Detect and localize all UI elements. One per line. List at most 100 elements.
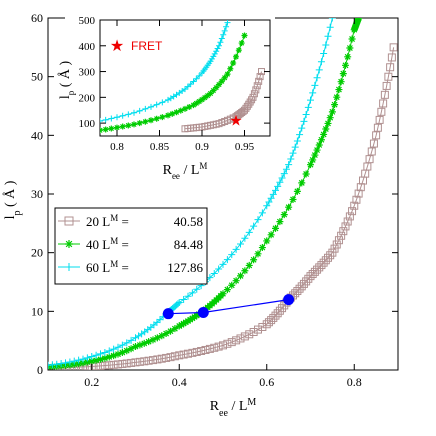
- main-point-0-320: [328, 248, 337, 257]
- fret-legend: ★ FRET: [110, 38, 163, 55]
- inset-point-1-52: [213, 84, 220, 91]
- main-point-1-316: [326, 114, 334, 122]
- main-point-2-216: [237, 240, 244, 248]
- main-point-1-228: [250, 256, 258, 264]
- main-point-2-316: [304, 103, 312, 111]
- inset-point-2-6: [114, 114, 120, 121]
- main-point-0-392: [367, 147, 376, 156]
- main-point-2-280: [285, 161, 293, 169]
- main-point-2-276: [282, 165, 290, 173]
- main-point-1-204: [223, 286, 231, 294]
- main-point-0-184: [245, 330, 254, 339]
- inset-point-1-58: [221, 74, 228, 81]
- main-point-1-352: [346, 44, 354, 52]
- main-point-2-36: [83, 354, 91, 362]
- main-point-0-344: [341, 222, 350, 231]
- main-point-2-52: [101, 348, 109, 356]
- inset-point-1-26: [169, 110, 176, 117]
- main-point-2-260: [274, 182, 282, 190]
- inset-point-1-42: [199, 96, 205, 103]
- main-point-1-80: [132, 343, 139, 351]
- inset-point-1-40: [196, 98, 203, 105]
- inset-point-2-12: [131, 109, 137, 116]
- legend-marker-60: [65, 263, 73, 271]
- inset-y-tick-label: 300: [79, 67, 96, 79]
- main-point-0-168: [227, 338, 236, 347]
- main-point-1-68: [118, 349, 126, 357]
- legend-box: [54, 207, 208, 285]
- main-point-1-284: [309, 156, 317, 164]
- main-series-line-20: [48, 47, 395, 369]
- inset-point-2-82: [223, 23, 230, 30]
- main-point-0-196: [258, 322, 267, 331]
- inset-point-1-6: [114, 124, 120, 131]
- inset-point-2-46: [196, 72, 203, 79]
- legend-sup: M: [110, 213, 118, 223]
- main-y-tick-label: 50: [31, 70, 43, 84]
- inset-point-2-74: [217, 39, 224, 46]
- inset-point-1-62: [227, 65, 234, 72]
- main-x-axis-title: Ree / LM: [210, 397, 257, 419]
- legend-eq: =: [118, 260, 129, 275]
- inset-point-2-4: [108, 115, 115, 122]
- main-point-0-224: [275, 306, 284, 315]
- main-point-0-404: [373, 123, 382, 132]
- main-point-0-276: [304, 274, 313, 283]
- main-point-2-0: [48, 361, 52, 369]
- main-point-0-300: [317, 261, 326, 270]
- main-point-0-124: [179, 350, 188, 359]
- inset-point-0-60: [249, 93, 257, 101]
- main-point-2-336: [315, 66, 323, 74]
- main-point-1-48: [97, 355, 104, 363]
- main-point-0-360: [350, 201, 359, 210]
- main-point-0-308: [321, 256, 330, 265]
- inset-point-1-16: [142, 118, 149, 125]
- main-y-tick-label: 40: [31, 128, 43, 142]
- inset-point-1-10: [125, 122, 132, 129]
- main-point-1-328: [333, 93, 341, 101]
- legend-l: L: [102, 237, 110, 252]
- main-x-axis-title-sub: ee: [219, 408, 228, 419]
- inset-point-1-46: [204, 92, 211, 99]
- main-x-tick-label: 0.8: [347, 375, 362, 389]
- inset-point-1-36: [190, 102, 197, 109]
- main-point-1-236: [258, 244, 266, 252]
- main-point-1-136: [184, 317, 192, 325]
- inset-point-1-54: [216, 81, 222, 88]
- main-point-1-320: [328, 108, 336, 116]
- main-point-0-92: [144, 356, 153, 365]
- main-y-tick-label: 20: [31, 246, 43, 260]
- inset-x-axis-title-main: R: [163, 163, 173, 178]
- main-point-0-316: [326, 251, 335, 260]
- main-point-0-440: [389, 43, 398, 52]
- main-y-tick-label: 60: [31, 11, 43, 25]
- main-point-2-232: [254, 216, 262, 224]
- main-point-0-256: [293, 287, 302, 296]
- main-y-tick-label: 10: [31, 304, 43, 318]
- inset-point-1-66: [233, 53, 239, 60]
- main-point-0-260: [295, 284, 304, 293]
- main-point-0-160: [219, 341, 227, 350]
- inset-point-2-20: [153, 101, 160, 108]
- main-point-1-276: [302, 170, 310, 178]
- main-point-1-304: [320, 130, 328, 138]
- main-point-1-292: [313, 146, 321, 154]
- inset-point-1-48: [207, 90, 214, 97]
- main-point-1-348: [344, 53, 352, 61]
- main-point-1-244: [267, 231, 275, 239]
- main-point-2-228: [250, 222, 258, 230]
- main-point-1-84: [136, 341, 144, 349]
- inset-point-0-70: [256, 73, 264, 81]
- main-point-0-72: [122, 359, 131, 368]
- main-point-2-212: [232, 245, 240, 253]
- main-point-1-268: [293, 187, 301, 195]
- main-point-0-220: [273, 309, 282, 318]
- inset-point-1-32: [182, 105, 188, 112]
- inset-point-2-38: [184, 83, 191, 90]
- inset-point-2-80: [221, 27, 228, 34]
- main-x-axis-title-main: R: [210, 399, 220, 414]
- inset-point-2-18: [148, 103, 154, 110]
- main-point-1-312: [324, 119, 332, 127]
- main-point-1-100: [153, 334, 161, 342]
- inset-x-tick-label: 0.8: [110, 141, 124, 153]
